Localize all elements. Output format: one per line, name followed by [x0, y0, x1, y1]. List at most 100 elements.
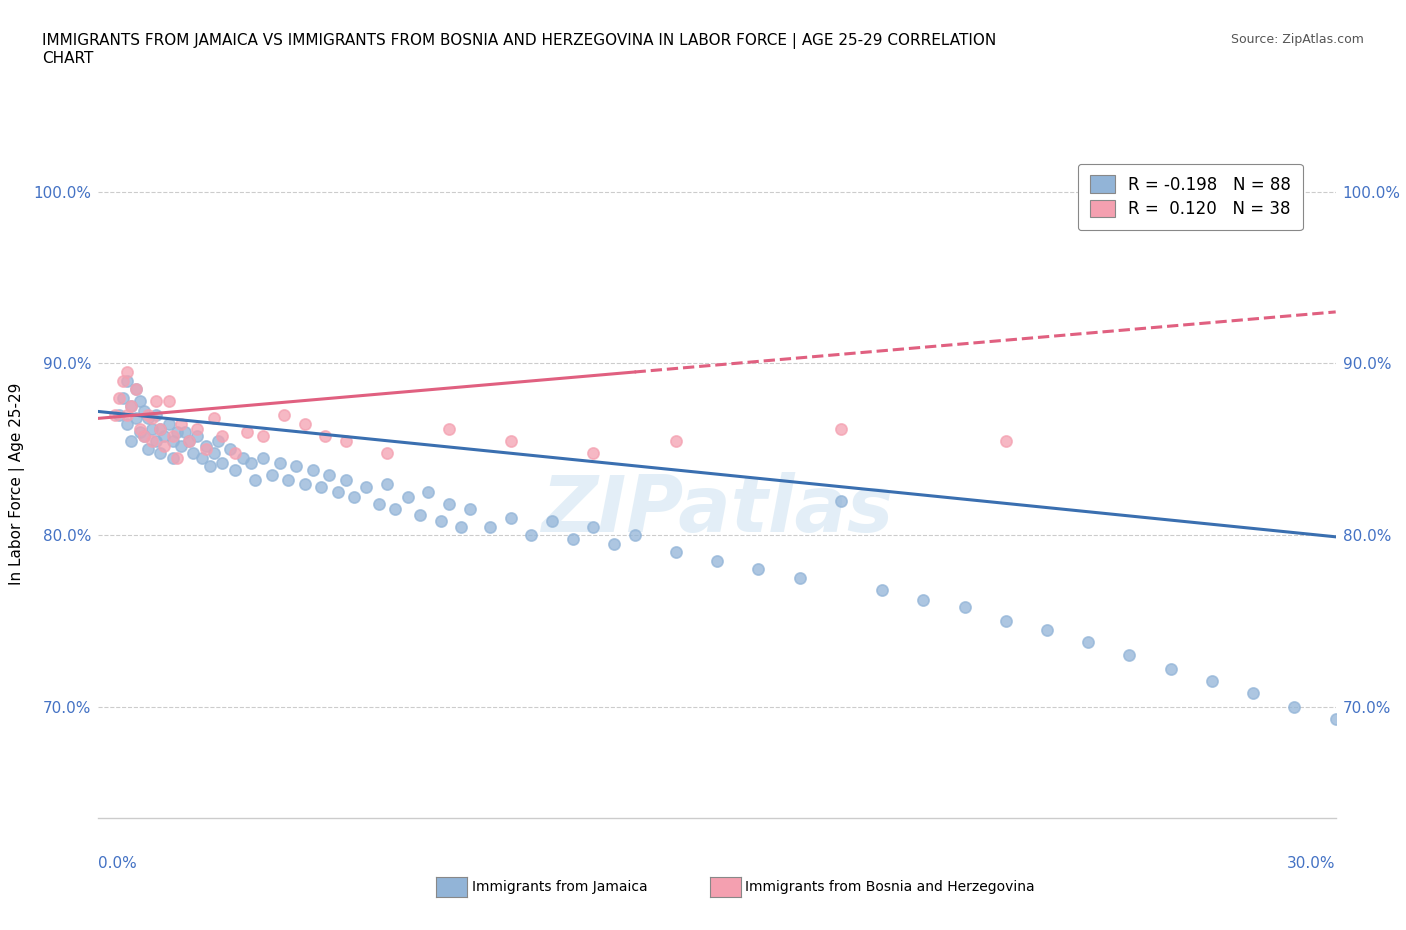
Point [1118, 648, 1140, 663]
Point [202, 411, 225, 426]
Point [277, 472, 299, 487]
Point [830, 493, 852, 508]
Point [437, 421, 460, 436]
Point [789, 571, 811, 586]
Text: IMMIGRANTS FROM JAMAICA VS IMMIGRANTS FROM BOSNIA AND HERZEGOVINA IN LABOR FORCE: IMMIGRANTS FROM JAMAICA VS IMMIGRANTS FR… [42, 33, 997, 48]
Text: Immigrants from Jamaica: Immigrants from Jamaica [472, 880, 648, 895]
Point [162, 428, 184, 443]
Point [994, 614, 1017, 629]
Point [162, 433, 184, 448]
Point [830, 421, 852, 436]
Point [1201, 673, 1223, 688]
Point [181, 445, 204, 460]
Point [166, 450, 188, 465]
Point [153, 438, 176, 453]
Point [252, 428, 274, 443]
Point [343, 490, 366, 505]
Point [1284, 699, 1306, 714]
Point [207, 433, 229, 448]
Text: Source: ZipAtlas.com: Source: ZipAtlas.com [1230, 33, 1364, 46]
Point [166, 425, 188, 440]
Point [1324, 711, 1347, 726]
Text: Immigrants from Bosnia and Herzegovina: Immigrants from Bosnia and Herzegovina [745, 880, 1035, 895]
Point [561, 531, 583, 546]
Point [186, 421, 208, 436]
Point [120, 399, 142, 414]
Point [429, 514, 451, 529]
Point [437, 497, 460, 512]
Point [582, 519, 605, 534]
Legend: R = -0.198   N = 88, R =  0.120   N = 38: R = -0.198 N = 88, R = 0.120 N = 38 [1078, 164, 1302, 230]
Point [294, 416, 316, 431]
Point [335, 433, 357, 448]
Point [582, 445, 605, 460]
Point [132, 428, 155, 443]
Point [273, 407, 295, 422]
Point [136, 411, 159, 426]
Point [136, 442, 159, 457]
Point [157, 393, 180, 408]
Point [450, 519, 472, 534]
Point [202, 445, 225, 460]
Point [162, 450, 184, 465]
Point [302, 462, 325, 477]
Point [479, 519, 502, 534]
Point [232, 450, 254, 465]
Point [912, 593, 935, 608]
Point [128, 425, 150, 440]
Point [335, 472, 357, 487]
Point [153, 428, 176, 443]
Point [499, 511, 522, 525]
Point [108, 391, 131, 405]
Point [520, 527, 543, 542]
Point [458, 502, 481, 517]
Point [149, 421, 172, 436]
Point [124, 381, 146, 396]
Point [224, 445, 246, 460]
Point [236, 425, 259, 440]
Point [108, 407, 131, 422]
Text: CHART: CHART [42, 51, 94, 66]
Point [186, 428, 208, 443]
Point [141, 411, 163, 426]
Point [603, 537, 626, 551]
Point [136, 407, 159, 422]
Point [149, 445, 172, 460]
Point [375, 445, 398, 460]
Point [367, 497, 389, 512]
Point [665, 433, 688, 448]
Point [117, 407, 139, 422]
Point [157, 416, 180, 431]
Point [211, 428, 233, 443]
Point [747, 562, 769, 577]
Point [132, 428, 155, 443]
Point [211, 456, 233, 471]
Point [314, 428, 336, 443]
Point [120, 399, 142, 414]
Point [1241, 685, 1264, 700]
Point [170, 438, 193, 453]
Point [112, 391, 135, 405]
Text: ZIPatlas: ZIPatlas [541, 472, 893, 549]
Point [396, 490, 419, 505]
Point [665, 545, 688, 560]
Point [326, 485, 349, 499]
Point [224, 462, 246, 477]
Point [294, 476, 316, 491]
Point [375, 476, 398, 491]
Point [198, 459, 221, 474]
Point [541, 514, 564, 529]
Point [623, 527, 645, 542]
Point [219, 442, 242, 457]
Point [1077, 634, 1099, 649]
Point [953, 600, 976, 615]
Point [285, 459, 308, 474]
Point [356, 480, 378, 495]
Point [141, 433, 163, 448]
Point [132, 404, 155, 418]
Point [128, 421, 150, 436]
Point [243, 472, 266, 487]
Point [170, 416, 193, 431]
Point [318, 468, 340, 483]
Point [252, 450, 274, 465]
